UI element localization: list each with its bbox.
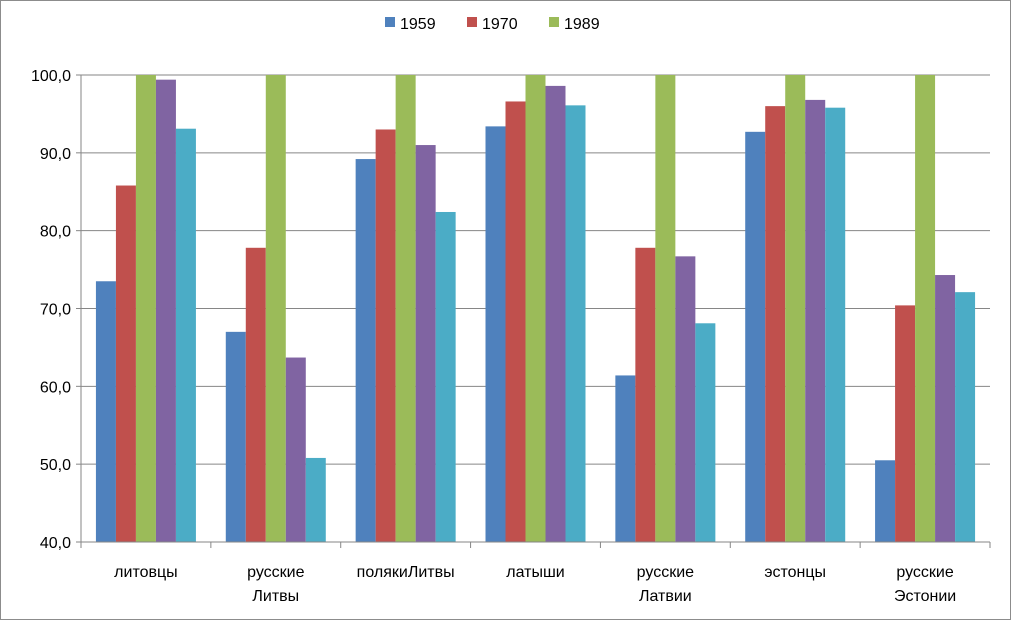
legend-swatch [385,17,395,27]
bar [225,331,246,542]
axes [76,74,991,548]
bar [675,256,696,542]
bar [565,105,586,542]
bar [875,460,896,542]
bar [765,106,786,542]
legend-label: 1989 [564,16,600,33]
y-tick-label: 70,0 [40,302,71,319]
bar [285,357,306,542]
x-category-label: Эстонии [894,588,956,605]
bar [935,275,956,542]
legend-swatch [467,17,477,27]
bar [545,85,566,542]
bar [655,75,676,542]
bar [915,75,936,542]
y-tick-label: 100,0 [31,68,71,85]
bar [955,292,976,542]
x-category-label: полякиЛитвы [357,564,455,581]
x-category-label: эстонцы [764,564,826,581]
bar [785,75,806,542]
x-category-label: Литвы [252,588,299,605]
bar [695,323,716,542]
y-tick-label: 50,0 [40,457,71,474]
bar [485,126,506,543]
bars [95,75,976,543]
x-category-label: литовцы [114,564,177,581]
y-tick-label: 80,0 [40,224,71,241]
bar [805,99,826,542]
x-category-labels: литовцы русские Литвы полякиЛитвы латыши русс… [114,564,956,605]
y-tick-label: 40,0 [40,535,71,552]
legend-label: 1959 [400,16,436,33]
bar [825,107,846,542]
bar [615,375,636,542]
bar [895,305,916,542]
bar [375,129,396,542]
bar [135,75,156,542]
y-tick-labels: 40,0 50,0 60,0 70,0 80,0 90,0 100,0 [31,68,71,552]
bar [175,128,196,542]
x-category-label: латыши [506,564,564,581]
bar [265,75,286,542]
bar [355,159,376,542]
bar [395,75,416,542]
bar [415,145,436,543]
bar [305,457,326,542]
legend-swatch [549,17,559,27]
x-category-label: Латвии [639,588,692,605]
x-category-label: русские [247,564,304,581]
bar [245,247,266,543]
bar [435,211,456,542]
bar [745,131,766,542]
x-category-label: русские [896,564,953,581]
y-tick-label: 90,0 [40,146,71,163]
bar [115,185,136,543]
legend-label: 1970 [482,16,518,33]
bar [505,101,526,543]
x-category-label: русские [637,564,694,581]
legend: 1959 1970 1989 [385,16,600,33]
bar [525,75,546,542]
bar [95,281,116,542]
y-tick-label: 60,0 [40,379,71,396]
bar [155,79,176,543]
bar [635,247,656,543]
